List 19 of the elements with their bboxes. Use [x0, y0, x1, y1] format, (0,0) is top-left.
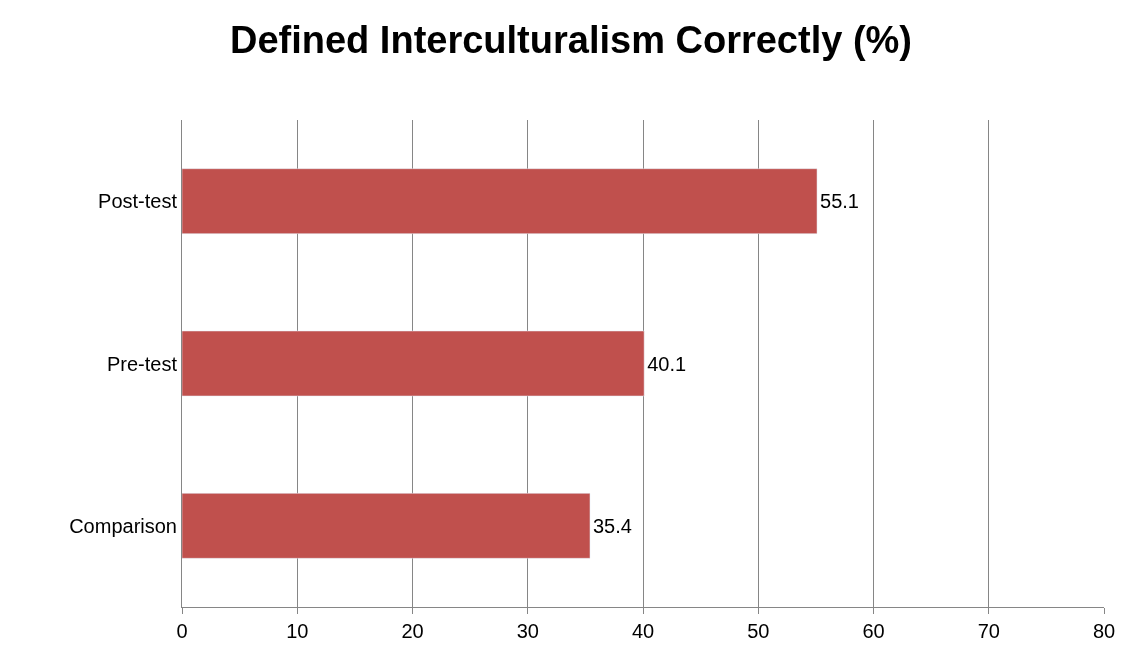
data-label: 35.4 — [592, 514, 632, 537]
x-tick-label: 70 — [977, 620, 1000, 642]
x-tick-label: 40 — [631, 620, 655, 642]
x-tick-label: 60 — [862, 620, 885, 642]
chart-title: Defined Interculturalism Correctly (%) — [229, 19, 913, 62]
x-tick-label: 50 — [747, 620, 770, 642]
bar — [182, 493, 591, 559]
bar — [182, 168, 818, 234]
y-tick-label: Pre-test — [106, 352, 178, 375]
x-tick-label: 80 — [1092, 620, 1116, 642]
x-tick-label: 10 — [286, 620, 309, 642]
x-tick-label: 30 — [516, 620, 539, 642]
x-tick-label: 20 — [401, 620, 424, 642]
data-label: 40.1 — [647, 352, 687, 375]
x-tick-label: 0 — [176, 620, 188, 642]
data-label: 55.1 — [820, 190, 859, 213]
y-tick-label: Comparison — [69, 514, 177, 537]
y-tick-label: Post-test — [98, 190, 178, 213]
bar — [182, 330, 645, 397]
